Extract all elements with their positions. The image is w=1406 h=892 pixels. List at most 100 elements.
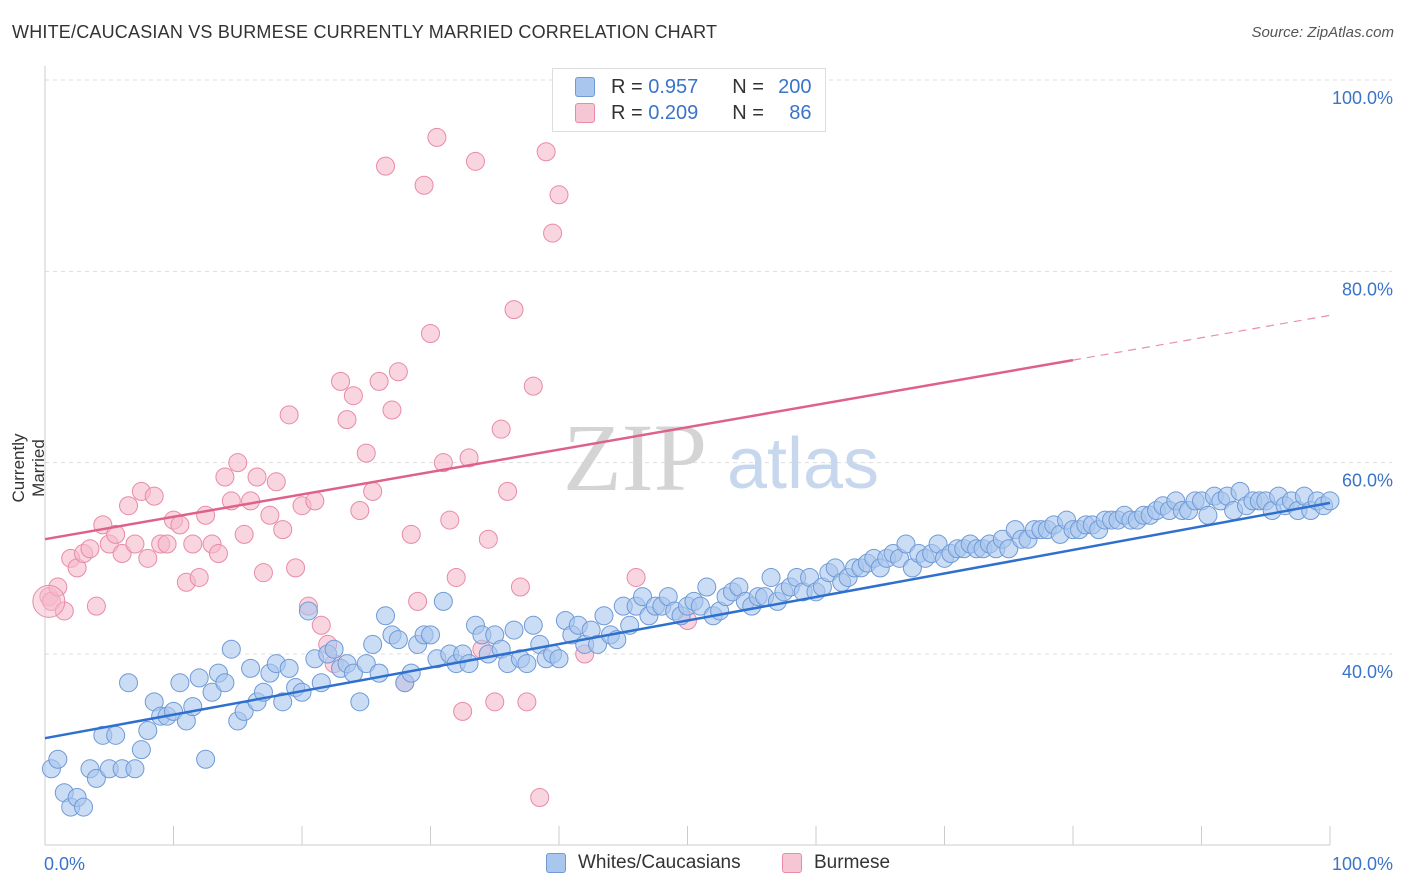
burmese-point <box>626 567 646 587</box>
burmese-point <box>106 524 126 544</box>
white-point <box>549 649 569 669</box>
white-point <box>999 539 1019 559</box>
watermark: ZIP atlas <box>563 404 879 511</box>
burmese-point <box>247 467 267 487</box>
legend-label-white: Whites/Caucasians <box>578 852 741 873</box>
burmese-point <box>241 491 261 511</box>
trend-line-solid <box>44 358 1074 541</box>
white-point <box>363 634 383 654</box>
r-value: 0.209 <box>648 101 699 124</box>
burmese-point <box>337 410 357 430</box>
burmese-point <box>517 692 537 712</box>
burmese-point <box>356 443 376 463</box>
white-point <box>324 639 344 659</box>
burmese-point <box>260 505 280 525</box>
legend-swatch-burmese <box>575 103 595 123</box>
legend-row-burmese: R = 0.209 N = 86 <box>575 100 812 126</box>
legend-swatch-burmese <box>782 853 802 873</box>
white-point <box>369 663 389 683</box>
y-tick-label: 60.0% <box>1342 471 1393 491</box>
white-point <box>138 721 158 741</box>
x-tick-label: 100.0% <box>1332 854 1393 874</box>
burmese-point <box>183 534 203 554</box>
burmese-point <box>157 534 177 554</box>
white-point <box>221 639 241 659</box>
trend-lines <box>44 314 1331 740</box>
white-point <box>131 740 151 760</box>
white-point <box>896 534 916 554</box>
white-point <box>298 601 318 621</box>
white-point <box>74 797 94 817</box>
burmese-point <box>382 400 402 420</box>
burmese-point <box>86 596 106 616</box>
white-point <box>279 658 299 678</box>
burmese-point <box>421 324 440 344</box>
burmese-point <box>125 534 145 554</box>
white-point <box>1320 491 1340 511</box>
burmese-point <box>228 453 248 473</box>
burmese-point <box>119 496 139 516</box>
n-label: N = <box>732 75 764 98</box>
r-label: R = <box>611 101 643 124</box>
burmese-point <box>170 515 190 535</box>
white-point <box>106 725 126 745</box>
r-label: R = <box>611 75 643 98</box>
watermark-zip: ZIP <box>563 404 707 511</box>
burmese-point <box>433 453 453 473</box>
burmese-point <box>376 156 396 176</box>
white-point <box>433 591 453 611</box>
x-tick-label: 0.0% <box>44 854 85 874</box>
white-point <box>48 749 68 769</box>
legend-item-white: Whites/Caucasians <box>546 852 741 874</box>
white-point <box>761 567 781 587</box>
n-label: N = <box>732 101 764 124</box>
burmese-point <box>485 692 505 712</box>
trend-line-solid <box>44 501 1331 740</box>
burmese-point <box>208 544 228 564</box>
white-point <box>1198 505 1218 525</box>
burmese-point <box>286 558 306 578</box>
burmese-point <box>138 548 158 568</box>
burmese-point <box>453 701 473 721</box>
white-point <box>350 692 370 712</box>
burmese-point <box>414 175 434 195</box>
burmese-point <box>530 788 550 807</box>
burmese-point <box>369 371 389 391</box>
burmese-point <box>279 405 299 425</box>
grid-lines <box>45 79 1392 655</box>
burmese-point <box>401 524 421 544</box>
white-point <box>241 658 261 678</box>
burmese-point <box>363 481 383 501</box>
burmese-point <box>549 185 569 205</box>
burmese-point <box>440 510 460 530</box>
watermark-atlas: atlas <box>727 424 879 504</box>
r-value: 0.957 <box>648 75 699 98</box>
white-point <box>86 768 106 788</box>
chart-title: WHITE/CAUCASIAN VS BURMESE CURRENTLY MAR… <box>12 22 718 42</box>
burmese-point <box>350 501 370 520</box>
burmese-point <box>234 524 254 544</box>
white-points <box>41 481 1340 817</box>
burmese-point <box>478 529 498 549</box>
n-value: 86 <box>789 101 812 124</box>
burmese-point <box>408 591 428 611</box>
white-point <box>633 587 653 607</box>
burmese-point <box>498 481 518 501</box>
white-point <box>376 606 396 626</box>
burmese-point <box>112 544 132 564</box>
burmese-point <box>311 615 331 635</box>
white-point <box>697 577 717 597</box>
white-point <box>202 682 222 702</box>
burmese-point <box>273 520 293 540</box>
white-point <box>273 692 293 712</box>
n-value: 200 <box>778 75 812 98</box>
y-tick-label: 40.0% <box>1342 662 1393 682</box>
trend-line-dashed <box>1072 314 1331 361</box>
y-tick-label: 100.0% <box>1332 88 1393 108</box>
source-credit: Source: ZipAtlas.com <box>1251 24 1394 41</box>
white-point <box>588 634 608 654</box>
burmese-point <box>189 567 209 587</box>
burmese-point <box>459 448 479 468</box>
burmese-point <box>215 467 235 487</box>
